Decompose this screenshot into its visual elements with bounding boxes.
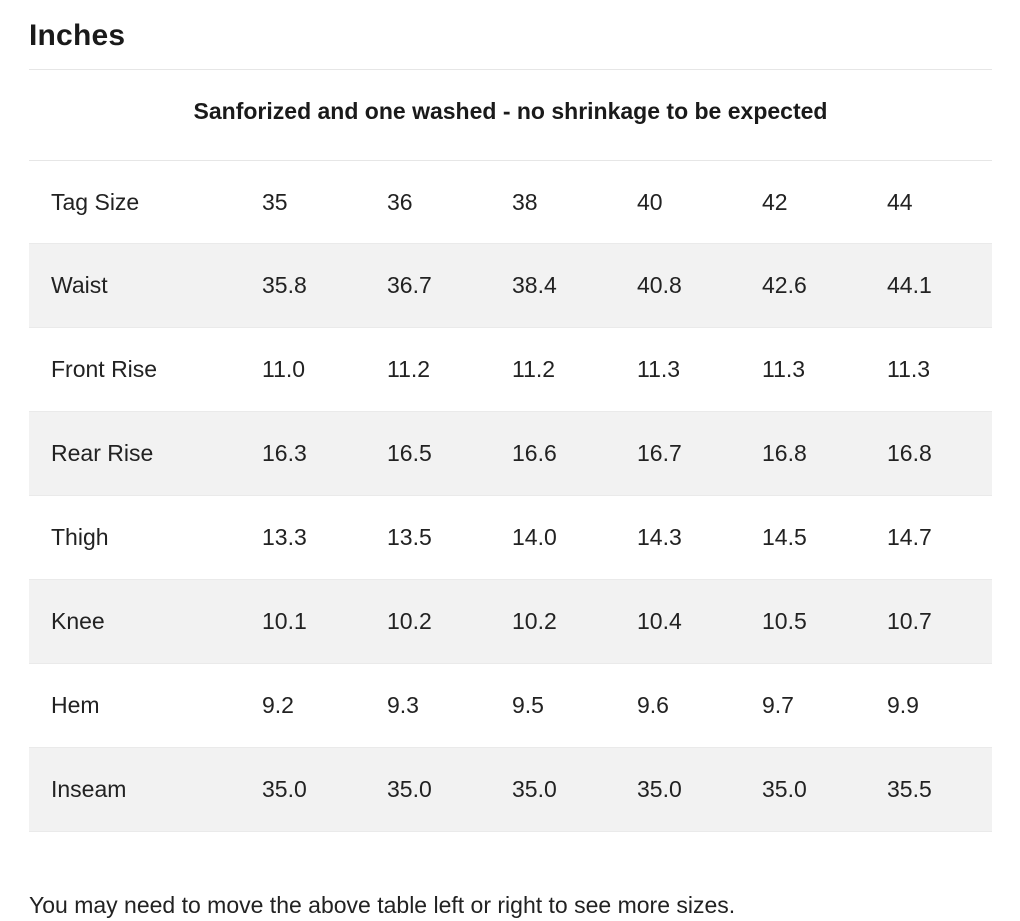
row-label: Knee — [29, 579, 262, 664]
measurement-cell: 10.5 — [762, 579, 887, 664]
row-label: Rear Rise — [29, 411, 262, 496]
table-row-inseam: Inseam 35.0 35.0 35.0 35.0 35.0 35.5 — [29, 747, 992, 832]
measurement-cell: 14.3 — [637, 495, 762, 580]
table-row-thigh: Thigh 13.3 13.5 14.0 14.3 14.5 14.7 — [29, 495, 992, 580]
units-heading: Inches — [29, 19, 126, 52]
measurement-cell: 35.0 — [262, 747, 387, 832]
measurement-cell: 10.2 — [387, 579, 512, 664]
measurement-cell: 13.5 — [387, 495, 512, 580]
measurement-cell: 36.7 — [387, 243, 512, 328]
measurement-cell: 9.5 — [512, 663, 637, 748]
row-label: Waist — [29, 243, 262, 328]
measurement-cell: 11.0 — [262, 327, 387, 412]
measurement-cell: 14.5 — [762, 495, 887, 580]
measurement-cell: 11.3 — [637, 327, 762, 412]
measurement-cell: 9.3 — [387, 663, 512, 748]
measurement-cell: 35.0 — [762, 747, 887, 832]
measurement-cell: 9.6 — [637, 663, 762, 748]
measurement-cell: 35.5 — [887, 747, 992, 832]
measurement-cell: 35.0 — [637, 747, 762, 832]
measurement-cell: 16.6 — [512, 411, 637, 496]
measurement-cell: 10.4 — [637, 579, 762, 664]
measurement-cell: 38.4 — [512, 243, 637, 328]
measurement-cell: 9.9 — [887, 663, 992, 748]
table-row-rear-rise: Rear Rise 16.3 16.5 16.6 16.7 16.8 16.8 — [29, 411, 992, 496]
size-cell: 40 — [637, 161, 762, 244]
measurement-cell: 11.3 — [887, 327, 992, 412]
measurement-cell: 9.2 — [262, 663, 387, 748]
table-row-waist: Waist 35.8 36.7 38.4 40.8 42.6 44.1 — [29, 243, 992, 328]
measurement-cell: 13.3 — [262, 495, 387, 580]
measurement-cell: 10.2 — [512, 579, 637, 664]
measurement-cell: 10.1 — [262, 579, 387, 664]
scroll-hint: You may need to move the above table lef… — [29, 892, 736, 918]
measurement-cell: 16.7 — [637, 411, 762, 496]
measurement-cell: 35.8 — [262, 243, 387, 328]
row-label: Inseam — [29, 747, 262, 832]
row-label: Hem — [29, 663, 262, 748]
measurement-cell: 14.0 — [512, 495, 637, 580]
measurement-cell: 14.7 — [887, 495, 992, 580]
size-cell: 44 — [887, 161, 992, 244]
row-label: Tag Size — [29, 161, 262, 244]
table-row-knee: Knee 10.1 10.2 10.2 10.4 10.5 10.7 — [29, 579, 992, 664]
heading-divider — [29, 69, 992, 70]
table-row-front-rise: Front Rise 11.0 11.2 11.2 11.3 11.3 11.3 — [29, 327, 992, 412]
measurement-cell: 11.2 — [387, 327, 512, 412]
row-label: Front Rise — [29, 327, 262, 412]
measurement-cell: 16.8 — [762, 411, 887, 496]
size-cell: 38 — [512, 161, 637, 244]
measurement-cell: 42.6 — [762, 243, 887, 328]
measurement-cell: 16.5 — [387, 411, 512, 496]
measurement-cell: 35.0 — [387, 747, 512, 832]
size-table[interactable]: Tag Size 35 36 38 40 42 44 Waist 35.8 36… — [29, 161, 992, 832]
size-cell: 36 — [387, 161, 512, 244]
measurement-cell: 11.3 — [762, 327, 887, 412]
row-label: Thigh — [29, 495, 262, 580]
measurement-cell: 44.1 — [887, 243, 992, 328]
table-caption: Sanforized and one washed - no shrinkage… — [29, 70, 992, 161]
table-row-hem: Hem 9.2 9.3 9.5 9.6 9.7 9.9 — [29, 663, 992, 748]
size-chart: Inches Sanforized and one washed - no sh… — [29, 0, 992, 832]
measurement-cell: 16.3 — [262, 411, 387, 496]
measurement-cell: 35.0 — [512, 747, 637, 832]
measurement-cell: 16.8 — [887, 411, 992, 496]
measurement-cell: 11.2 — [512, 327, 637, 412]
size-cell: 35 — [262, 161, 387, 244]
measurement-cell: 10.7 — [887, 579, 992, 664]
size-cell: 42 — [762, 161, 887, 244]
measurement-cell: 40.8 — [637, 243, 762, 328]
table-row-tag-size: Tag Size 35 36 38 40 42 44 — [29, 161, 992, 244]
measurement-cell: 9.7 — [762, 663, 887, 748]
